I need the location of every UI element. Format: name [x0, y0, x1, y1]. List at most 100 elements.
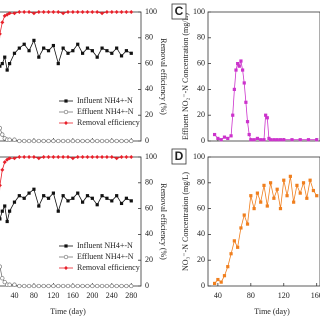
data-point	[104, 138, 110, 144]
data-point	[85, 155, 90, 159]
data-point	[216, 277, 220, 282]
data-point	[61, 155, 66, 159]
y2-tick-label: 40	[145, 84, 153, 93]
data-point	[12, 282, 17, 287]
data-point	[61, 46, 65, 50]
y2-tick-label: 20	[145, 110, 153, 119]
data-point	[247, 132, 251, 137]
data-point	[0, 183, 2, 188]
data-point	[222, 135, 227, 139]
x-tick-label: 160	[67, 291, 79, 300]
data-point	[272, 196, 276, 200]
data-point	[268, 138, 273, 142]
data-point	[46, 283, 51, 289]
data-point	[66, 51, 70, 55]
legend-label: Influent NH4+-N	[77, 96, 133, 105]
data-point	[311, 188, 316, 193]
data-point	[114, 10, 119, 14]
data-point	[90, 10, 95, 14]
y-axis-label: NO₃⁻-N Concentration (mg/L)	[181, 172, 190, 271]
data-point	[41, 138, 46, 144]
data-point	[124, 49, 128, 53]
data-point	[65, 283, 71, 289]
data-point	[51, 10, 56, 14]
y2-tick-label: 80	[145, 33, 153, 42]
data-point	[12, 51, 17, 55]
data-point	[75, 10, 80, 14]
data-point	[46, 196, 51, 200]
data-point	[99, 283, 105, 289]
data-point	[226, 136, 230, 141]
legend-label: Removal efficiency	[77, 118, 140, 127]
data-point	[245, 222, 250, 226]
series-group	[0, 155, 134, 289]
data-point	[81, 200, 85, 204]
data-point	[282, 138, 286, 142]
y2-axis-label: Removal efficiency (%)	[159, 38, 168, 115]
data-point	[99, 138, 105, 144]
data-point	[231, 113, 235, 117]
data-point	[22, 196, 26, 200]
data-point	[51, 191, 55, 195]
y2-axis-label: Removal efficiency (%)	[159, 183, 168, 260]
y-tick-label: 40	[197, 229, 205, 238]
data-point	[244, 100, 248, 104]
data-point	[100, 194, 104, 198]
data-point	[90, 196, 94, 200]
data-point	[95, 138, 100, 144]
data-point	[31, 11, 36, 16]
data-point	[229, 252, 233, 256]
data-point	[7, 156, 12, 161]
data-point	[41, 283, 46, 289]
data-point	[0, 264, 3, 269]
data-point	[110, 199, 114, 203]
series-line	[0, 39, 132, 72]
data-point	[46, 138, 51, 144]
data-point	[70, 156, 75, 161]
data-point	[219, 280, 223, 284]
data-point	[26, 283, 32, 289]
data-point	[264, 113, 268, 117]
panel-label: C	[175, 4, 184, 18]
x-axis-label: Time (day)	[254, 307, 290, 316]
data-point	[95, 155, 100, 159]
data-point	[5, 68, 9, 72]
data-point	[119, 201, 124, 206]
data-point	[8, 62, 12, 66]
data-point	[75, 155, 80, 159]
data-point	[17, 194, 21, 198]
data-point	[124, 155, 129, 159]
y-tick-label: 0	[201, 136, 205, 145]
data-point	[234, 68, 238, 72]
data-point	[282, 178, 286, 182]
y2-tick-label: 40	[145, 229, 153, 238]
y-tick-label: 40	[197, 84, 205, 93]
data-point	[90, 138, 95, 144]
data-point	[110, 51, 114, 55]
legend-label: Effluent NH4+-N	[77, 252, 134, 261]
data-point	[46, 10, 51, 14]
y2-tick-label: 100	[145, 7, 157, 16]
legend-marker	[64, 99, 68, 103]
data-point	[56, 138, 61, 144]
data-point	[236, 245, 240, 249]
plot-frame	[207, 156, 320, 287]
data-point	[22, 283, 27, 289]
data-point	[95, 203, 99, 207]
data-point	[216, 136, 220, 141]
data-point	[301, 181, 306, 185]
data-point	[27, 155, 32, 159]
data-point	[26, 138, 32, 144]
data-point	[85, 138, 90, 144]
series-line	[214, 60, 317, 141]
data-point	[7, 11, 12, 16]
x-tick-label: 160	[311, 291, 320, 300]
data-point	[298, 191, 302, 195]
x-tick-label: 120	[47, 291, 59, 300]
data-point	[262, 183, 266, 187]
data-point	[5, 219, 9, 224]
data-point	[80, 10, 85, 14]
data-point	[41, 10, 46, 14]
data-point	[265, 116, 269, 120]
data-point	[81, 51, 85, 55]
